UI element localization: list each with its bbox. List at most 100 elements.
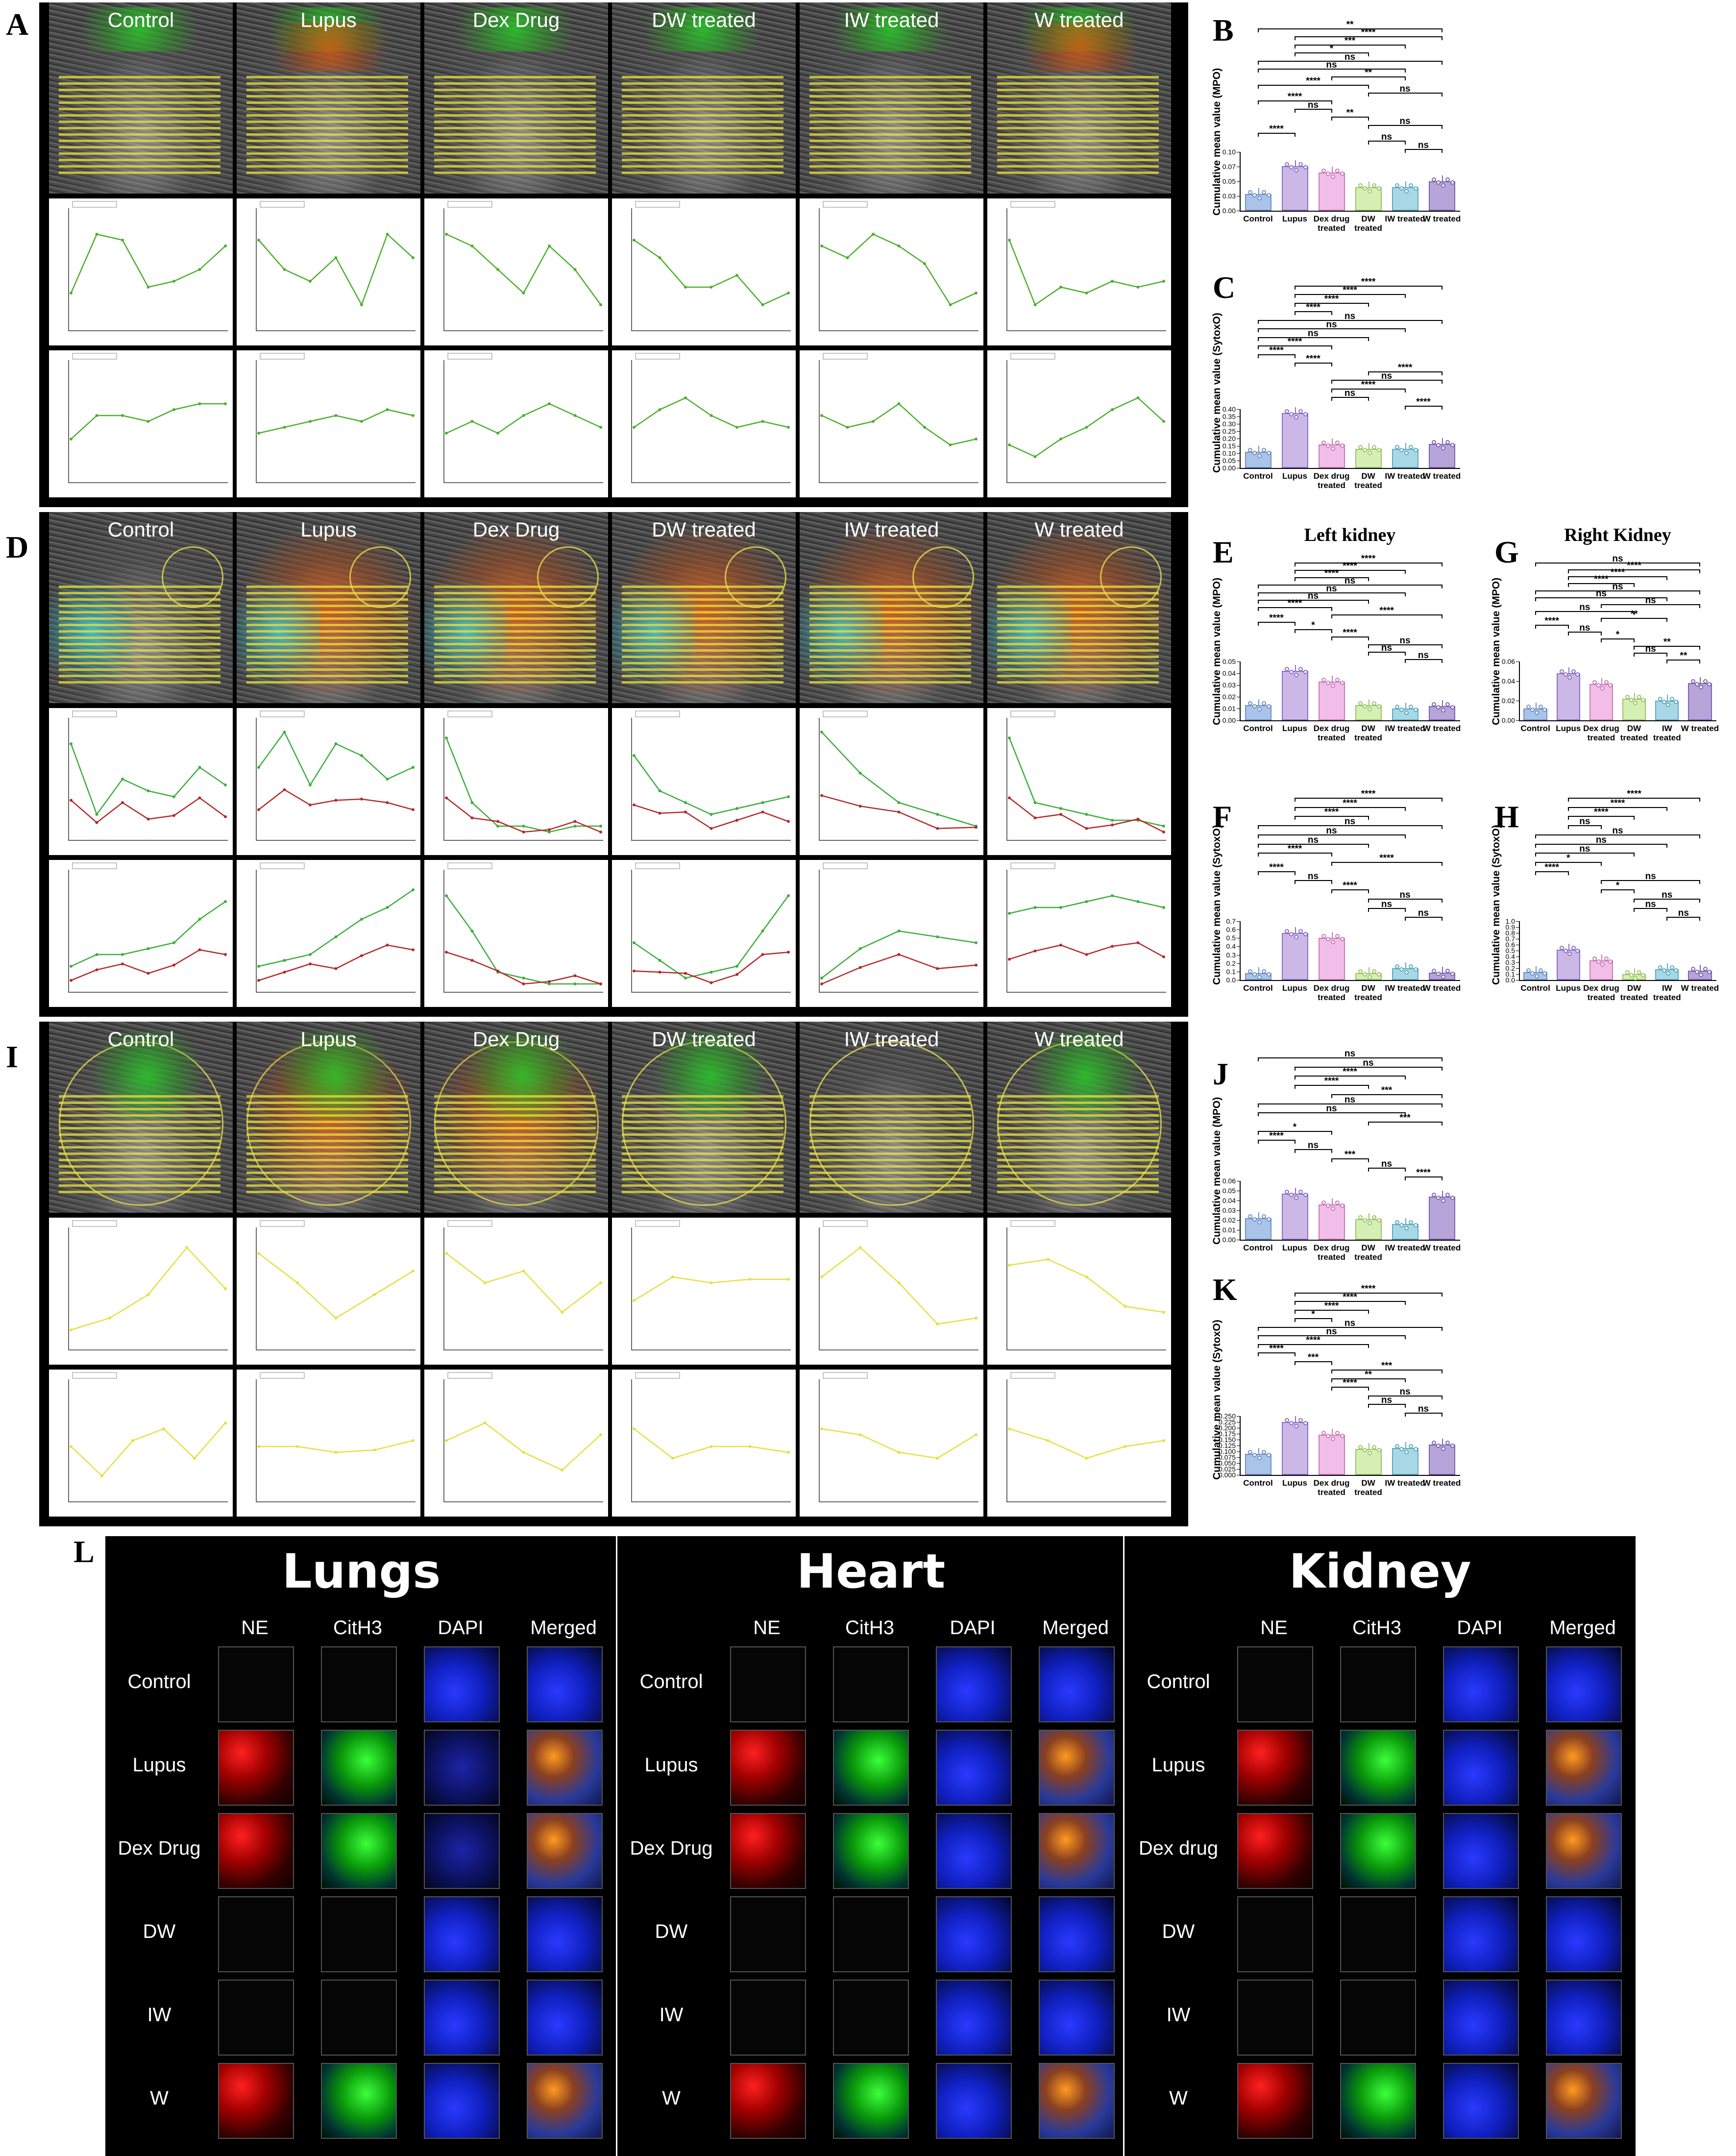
roi-readout-text <box>59 586 220 684</box>
series-point <box>496 969 499 973</box>
series-point <box>548 831 551 833</box>
series-line <box>445 737 601 833</box>
significance-label: ns <box>1381 1395 1393 1406</box>
significance-bracket <box>1368 1404 1406 1408</box>
y-tick-label: 0.5 <box>1226 934 1236 942</box>
y-axis-line <box>1240 921 1241 980</box>
error-bar <box>1568 943 1569 950</box>
y-tick <box>1237 1200 1240 1201</box>
significance-label: **** <box>1594 807 1609 818</box>
signal-overlay <box>809 7 971 51</box>
ultrasound-image: W treated <box>987 2 1171 194</box>
series-line <box>258 731 414 786</box>
series-point <box>787 292 790 294</box>
data-point <box>1596 959 1601 964</box>
x-tick-label: IW treated <box>1385 471 1425 481</box>
time-curve-graph <box>424 198 608 345</box>
micrograph-tile <box>1237 1896 1313 1972</box>
significance-label: ns <box>1307 871 1319 882</box>
data-point <box>1542 971 1547 976</box>
x-tick-label: IW treated <box>1385 724 1425 733</box>
series-line <box>634 239 789 306</box>
series-point <box>445 233 448 236</box>
series-point <box>975 1433 978 1436</box>
series-point <box>283 971 286 974</box>
series-point <box>373 1293 376 1296</box>
panel-label-k: K <box>1213 1272 1237 1307</box>
panel-i-photoacoustic-heart: Control Lupus Dex Drug DW treated IW treated… <box>39 1022 1188 1526</box>
significance-label: **** <box>1379 853 1394 863</box>
data-point <box>1707 969 1712 974</box>
data-point <box>1289 932 1294 936</box>
data-point <box>1298 162 1303 167</box>
series-point <box>633 941 636 944</box>
significance-label: ** <box>1365 68 1372 78</box>
series-point <box>787 894 790 897</box>
data-point <box>1330 1206 1335 1211</box>
data-point <box>1625 970 1630 975</box>
y-tick <box>1516 968 1519 969</box>
data-point <box>1367 1221 1372 1225</box>
series-point <box>1111 945 1114 948</box>
series-point <box>1085 900 1088 903</box>
data-point <box>1284 1418 1289 1422</box>
series-point <box>70 799 73 802</box>
significance-bracket <box>1294 311 1332 316</box>
roi-readout-text <box>997 1095 1159 1193</box>
y-tick <box>1237 963 1240 964</box>
data-point <box>1372 701 1376 706</box>
significance-label: ns <box>1381 1158 1393 1169</box>
series-line <box>634 1276 788 1301</box>
series-point <box>295 1445 299 1448</box>
series-line <box>258 889 414 967</box>
graph-axes <box>631 870 791 993</box>
data-point <box>1526 705 1531 709</box>
group-title: W treated <box>1034 518 1124 541</box>
error-bar <box>1405 962 1406 968</box>
ultrasound-image: DW treated <box>612 1022 796 1213</box>
y-tick-label: 0.07 <box>1222 163 1236 171</box>
significance-bracket <box>1567 825 1602 830</box>
y-tick-label: 0.000 <box>1218 1471 1236 1479</box>
series-point <box>1162 825 1165 828</box>
graph-legend <box>260 862 305 869</box>
error-bar <box>1667 695 1668 701</box>
series-point <box>748 1445 752 1448</box>
series-point <box>936 967 939 970</box>
data-point <box>1596 683 1601 687</box>
x-tick-label: DW treated <box>1354 471 1382 490</box>
group-title: IW treated <box>844 8 939 31</box>
signal-overlay <box>256 22 403 71</box>
data-point <box>1266 1452 1271 1457</box>
data-point <box>1394 445 1399 449</box>
significance-bracket <box>1257 1057 1443 1061</box>
series-line <box>633 755 789 815</box>
panel-a-photoacoustic-lungs: Control Lupus Dex Drug DW treated IW treated… <box>39 2 1188 507</box>
significance-label: * <box>1311 620 1315 631</box>
series-point <box>975 963 978 967</box>
data-point <box>1674 968 1679 973</box>
series-point <box>1162 1439 1165 1442</box>
bar-chart-h: Cumulative mean value (SytoxO) 0.0 0.1 0.2 0… <box>1465 784 1736 1002</box>
series-point <box>1046 1258 1050 1261</box>
significance-bracket <box>1368 141 1406 145</box>
significance-label: **** <box>1416 396 1431 407</box>
series-point <box>548 828 551 832</box>
significance-bracket <box>1294 1066 1443 1071</box>
series-point <box>633 969 636 973</box>
column-header: NE <box>241 1617 269 1639</box>
significance-label: **** <box>1343 1067 1357 1078</box>
time-curve-svg <box>443 1220 603 1350</box>
significance-label: **** <box>1343 1292 1357 1303</box>
bar <box>1392 187 1418 211</box>
data-point <box>1321 169 1326 173</box>
series-point <box>1033 303 1037 306</box>
error-bar <box>1331 1429 1333 1435</box>
significance-label: ns <box>1399 889 1411 900</box>
time-curve-svg <box>819 353 978 483</box>
x-tick-label: Lupus <box>1282 724 1307 733</box>
data-point <box>1330 446 1335 451</box>
time-curve-svg <box>819 1220 978 1350</box>
error-bar <box>1331 932 1333 938</box>
data-point <box>1404 1226 1409 1230</box>
